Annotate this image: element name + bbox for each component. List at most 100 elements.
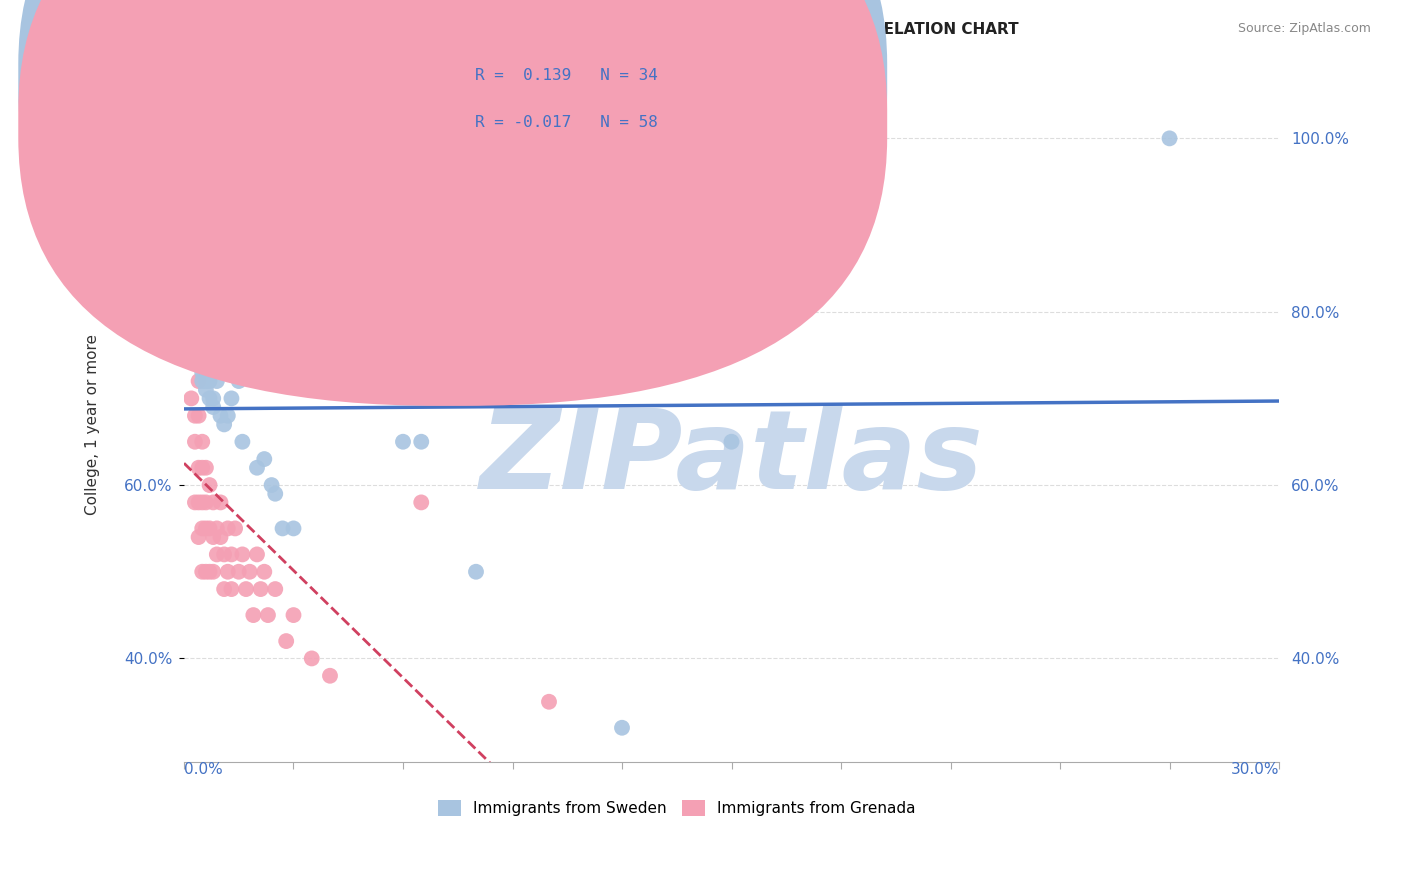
Point	[198, 478, 221, 492]
Point	[187, 374, 209, 388]
Point	[191, 365, 214, 379]
Text: 30.0%: 30.0%	[1230, 763, 1279, 778]
Point	[187, 460, 209, 475]
Point	[184, 257, 207, 271]
Point	[212, 582, 235, 596]
Point	[198, 392, 221, 406]
Point	[228, 565, 250, 579]
Point	[191, 374, 214, 388]
Point	[198, 374, 221, 388]
Point	[1159, 131, 1181, 145]
Point	[191, 434, 214, 449]
Point	[205, 374, 228, 388]
Point	[202, 565, 225, 579]
Point	[253, 452, 276, 467]
Point	[392, 434, 415, 449]
Point	[187, 409, 209, 423]
Text: R = -0.017   N = 58: R = -0.017 N = 58	[475, 115, 658, 129]
Point	[198, 521, 221, 535]
Point	[260, 478, 283, 492]
Point	[176, 348, 198, 362]
Point	[221, 392, 243, 406]
Point	[205, 521, 228, 535]
Point	[264, 487, 287, 501]
Point	[301, 651, 323, 665]
Point	[180, 257, 202, 271]
Point	[224, 521, 246, 535]
Point	[231, 434, 253, 449]
Point	[242, 608, 264, 623]
Point	[202, 400, 225, 414]
Y-axis label: College, 1 year or more: College, 1 year or more	[86, 334, 100, 515]
Point	[184, 287, 207, 301]
Point	[198, 565, 221, 579]
Text: ZIPatlas: ZIPatlas	[479, 405, 983, 512]
Point	[209, 530, 232, 544]
Point	[191, 304, 214, 318]
Point	[231, 548, 253, 562]
Point	[228, 374, 250, 388]
Point	[212, 548, 235, 562]
Point	[194, 374, 217, 388]
Point	[264, 582, 287, 596]
Point	[184, 434, 207, 449]
Point	[202, 530, 225, 544]
Point	[610, 721, 633, 735]
Point	[180, 218, 202, 232]
Point	[194, 521, 217, 535]
Point	[246, 548, 269, 562]
Point	[537, 695, 560, 709]
Point	[239, 365, 262, 379]
Point	[720, 434, 742, 449]
Point	[235, 582, 257, 596]
Point	[239, 565, 262, 579]
Text: 0.0%: 0.0%	[184, 763, 222, 778]
Point	[187, 530, 209, 544]
Point	[217, 565, 239, 579]
Point	[212, 417, 235, 432]
Point	[257, 608, 280, 623]
Point	[187, 322, 209, 336]
Point	[249, 582, 271, 596]
Point	[176, 235, 198, 250]
Point	[319, 669, 342, 683]
Point	[246, 460, 269, 475]
Point	[191, 565, 214, 579]
Point	[209, 495, 232, 509]
Point	[184, 495, 207, 509]
Point	[187, 339, 209, 353]
Point	[271, 521, 294, 535]
Point	[253, 565, 276, 579]
Point	[176, 287, 198, 301]
Point	[283, 608, 305, 623]
Point	[465, 565, 488, 579]
Point	[217, 409, 239, 423]
Point	[180, 322, 202, 336]
Text: R =  0.139   N = 34: R = 0.139 N = 34	[475, 69, 658, 83]
Legend: Immigrants from Sweden, Immigrants from Grenada: Immigrants from Sweden, Immigrants from …	[432, 794, 922, 822]
Point	[194, 495, 217, 509]
Point	[202, 495, 225, 509]
Point	[180, 392, 202, 406]
Point	[205, 548, 228, 562]
Text: Source: ZipAtlas.com: Source: ZipAtlas.com	[1237, 22, 1371, 36]
Point	[209, 409, 232, 423]
Point	[221, 548, 243, 562]
Point	[187, 495, 209, 509]
Point	[194, 460, 217, 475]
Point	[411, 434, 433, 449]
Point	[276, 634, 298, 648]
Point	[191, 521, 214, 535]
Point	[202, 392, 225, 406]
Point	[221, 582, 243, 596]
Point	[184, 409, 207, 423]
Point	[191, 460, 214, 475]
Point	[194, 383, 217, 397]
Point	[217, 521, 239, 535]
Text: IMMIGRANTS FROM SWEDEN VS IMMIGRANTS FROM GRENADA COLLEGE, 1 YEAR OR MORE CORREL: IMMIGRANTS FROM SWEDEN VS IMMIGRANTS FRO…	[56, 22, 1019, 37]
Point	[283, 521, 305, 535]
Point	[191, 495, 214, 509]
Point	[180, 261, 202, 276]
Point	[411, 495, 433, 509]
Point	[184, 348, 207, 362]
